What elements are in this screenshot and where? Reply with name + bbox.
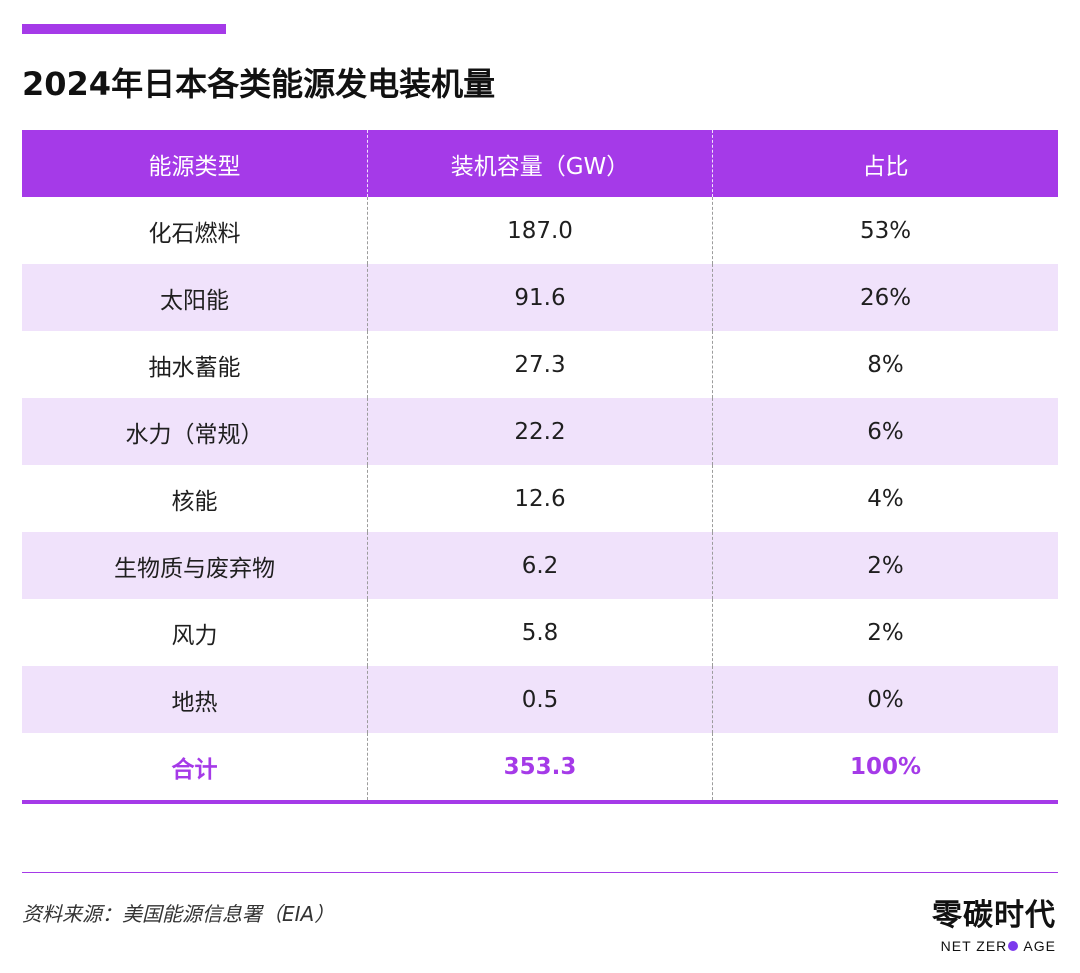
data-table: 能源类型 装机容量（GW） 占比 化石燃料 187.0 53% 太阳能 91.6… bbox=[22, 130, 1058, 804]
capacity-cell: 187.0 bbox=[367, 197, 712, 264]
energy-type-cell: 太阳能 bbox=[160, 287, 229, 314]
footer-divider bbox=[22, 872, 1058, 873]
energy-type-cell: 生物质与废弃物 bbox=[114, 555, 275, 582]
total-share-cell: 100% bbox=[712, 733, 1058, 800]
table-row: 风力 5.8 2% bbox=[22, 599, 1058, 666]
header-share: 占比 bbox=[712, 130, 1058, 197]
brand-logo: 零碳时代 NET ZER AGE bbox=[932, 898, 1056, 954]
capacity-cell: 0.5 bbox=[367, 666, 712, 733]
energy-type-cell: 抽水蓄能 bbox=[148, 354, 241, 381]
header-energy-type: 能源类型 bbox=[148, 153, 241, 180]
accent-bar bbox=[22, 24, 226, 34]
header-capacity: 装机容量（GW） bbox=[367, 130, 712, 197]
share-cell: 6% bbox=[712, 398, 1058, 465]
total-capacity-cell: 353.3 bbox=[367, 733, 712, 800]
table-row: 水力（常规） 22.2 6% bbox=[22, 398, 1058, 465]
energy-type-cell: 地热 bbox=[171, 689, 218, 716]
logo-en-part2: AGE bbox=[1023, 938, 1056, 954]
logo-cn-text: 零碳时代 bbox=[932, 898, 1056, 933]
logo-dot-icon bbox=[1008, 941, 1019, 952]
capacity-cell: 91.6 bbox=[367, 264, 712, 331]
capacity-cell: 5.8 bbox=[367, 599, 712, 666]
capacity-cell: 12.6 bbox=[367, 465, 712, 532]
table-row: 地热 0.5 0% bbox=[22, 666, 1058, 733]
share-cell: 26% bbox=[712, 264, 1058, 331]
table-row: 化石燃料 187.0 53% bbox=[22, 197, 1058, 264]
total-label-cell: 合计 bbox=[171, 756, 218, 783]
energy-type-cell: 风力 bbox=[171, 622, 218, 649]
share-cell: 2% bbox=[712, 599, 1058, 666]
share-cell: 0% bbox=[712, 666, 1058, 733]
table-row: 太阳能 91.6 26% bbox=[22, 264, 1058, 331]
share-cell: 8% bbox=[712, 331, 1058, 398]
logo-en-part1: NET ZER bbox=[940, 938, 1008, 954]
share-cell: 2% bbox=[712, 532, 1058, 599]
capacity-cell: 27.3 bbox=[367, 331, 712, 398]
share-cell: 53% bbox=[712, 197, 1058, 264]
page-title: 2024年日本各类能源发电装机量 bbox=[22, 65, 496, 103]
table-header-row: 能源类型 装机容量（GW） 占比 bbox=[22, 130, 1058, 197]
capacity-cell: 22.2 bbox=[367, 398, 712, 465]
table-row: 核能 12.6 4% bbox=[22, 465, 1058, 532]
capacity-cell: 6.2 bbox=[367, 532, 712, 599]
energy-type-cell: 核能 bbox=[171, 488, 218, 515]
source-note: 资料来源：美国能源信息署（EIA） bbox=[22, 902, 335, 926]
table-row: 生物质与废弃物 6.2 2% bbox=[22, 532, 1058, 599]
share-cell: 4% bbox=[712, 465, 1058, 532]
table-bottom-rule bbox=[22, 800, 1058, 804]
logo-en-text: NET ZER AGE bbox=[932, 938, 1056, 954]
table-row: 抽水蓄能 27.3 8% bbox=[22, 331, 1058, 398]
energy-type-cell: 化石燃料 bbox=[148, 220, 241, 247]
table-total-row: 合计 353.3 100% bbox=[22, 733, 1058, 800]
energy-type-cell: 水力（常规） bbox=[125, 421, 264, 448]
